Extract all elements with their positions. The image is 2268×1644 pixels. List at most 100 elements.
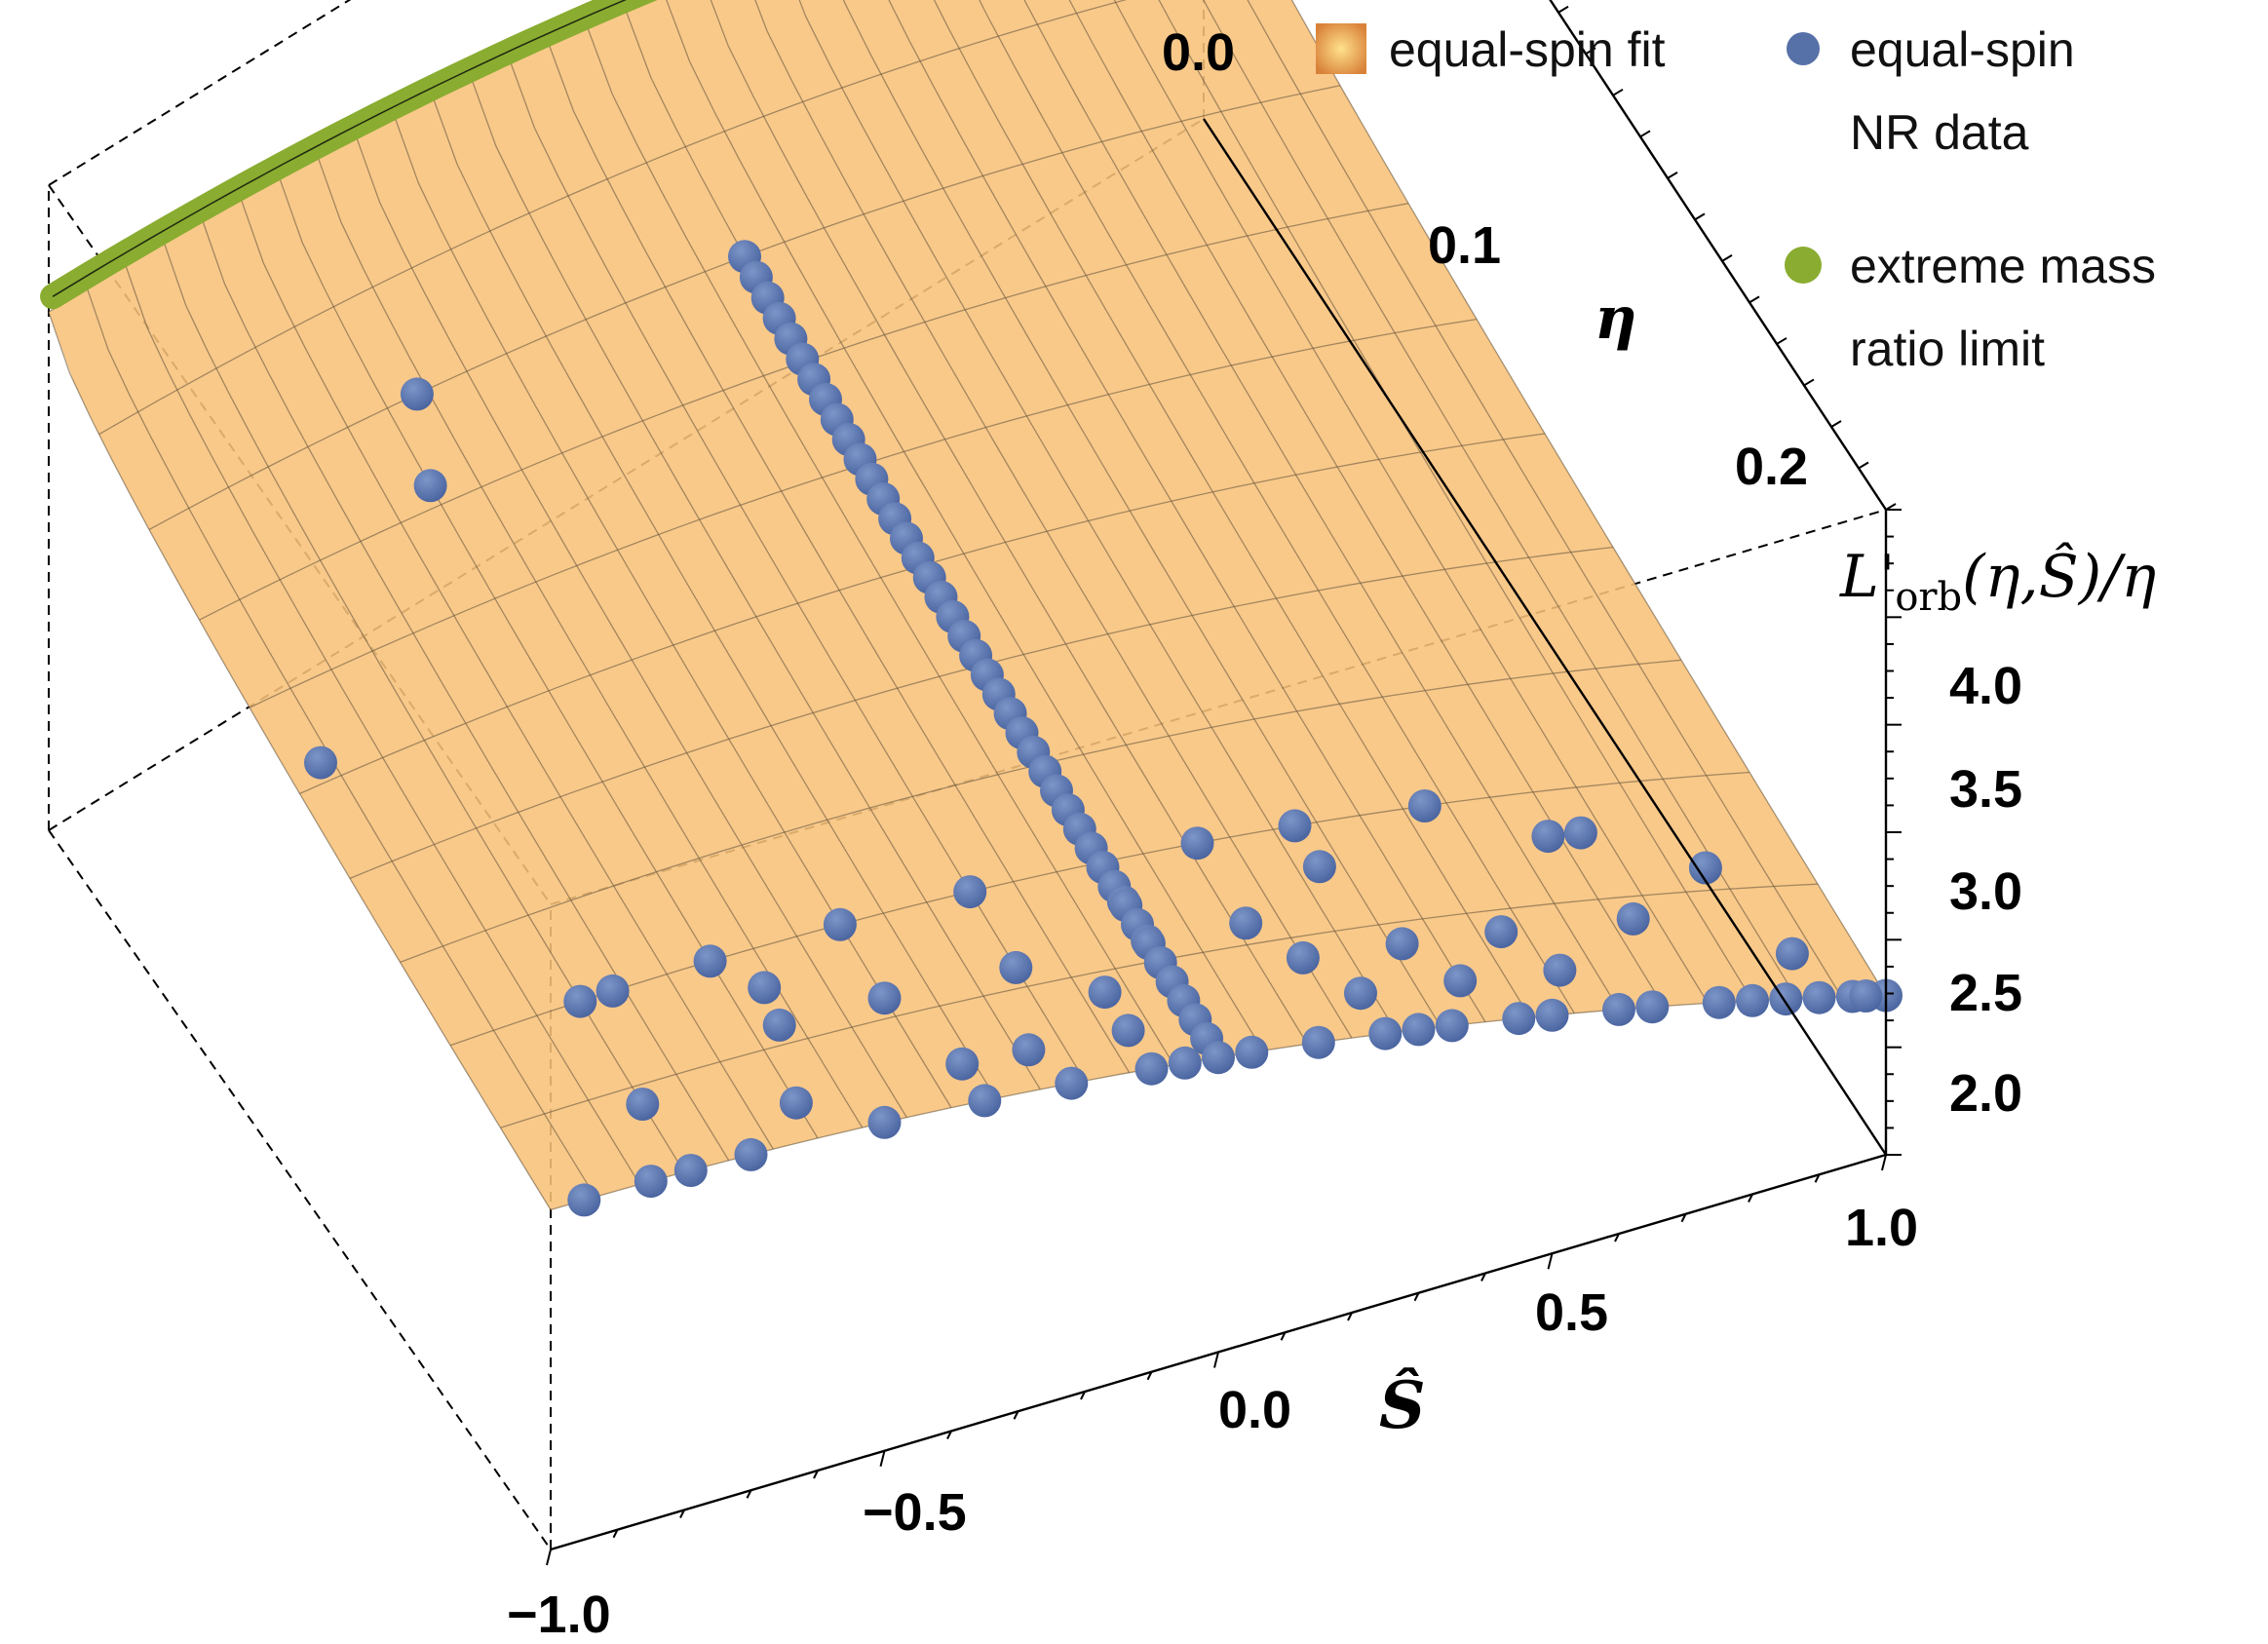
z-tick-label: 3.0 xyxy=(1949,862,2022,921)
data-point xyxy=(1168,1046,1202,1080)
z-tick-label: 4.0 xyxy=(1949,657,2022,715)
data-point xyxy=(304,746,337,780)
data-point xyxy=(693,944,727,978)
fit-surface xyxy=(49,0,1886,1210)
y-tick-labels: 0.0 0.1 0.2 xyxy=(1162,23,1808,496)
x-tick xyxy=(546,1548,552,1566)
data-point xyxy=(779,1086,813,1120)
data-point xyxy=(1543,953,1577,987)
data-point xyxy=(762,1008,796,1042)
y-tick xyxy=(1612,88,1624,96)
data-point xyxy=(1180,826,1214,860)
y-tick-label: 0.2 xyxy=(1735,438,1808,496)
data-point xyxy=(1229,906,1263,940)
y-tick xyxy=(1667,171,1678,179)
mesh-line-eta xyxy=(98,0,1128,436)
x-tick-label: −0.5 xyxy=(863,1483,967,1542)
x-tick-labels: −1.0 −0.5 0.0 0.5 1.0 xyxy=(507,1199,1918,1644)
data-point xyxy=(1385,927,1419,961)
legend-label-emr: extreme mass xyxy=(1850,239,2156,293)
data-point xyxy=(1302,850,1336,884)
x-tick xyxy=(1881,1154,1887,1171)
y-tick xyxy=(1639,130,1651,138)
data-point xyxy=(634,1165,668,1199)
y-tick xyxy=(1721,254,1733,262)
x-tick xyxy=(1280,1331,1287,1341)
axis-ticks xyxy=(546,5,1902,1566)
y-tick xyxy=(1858,461,1869,470)
x-tick xyxy=(879,1450,886,1467)
x-tick-label: −1.0 xyxy=(507,1586,611,1644)
box-edge-solid xyxy=(1549,0,1888,511)
data-point xyxy=(1301,1025,1335,1059)
x-tick xyxy=(1614,1233,1620,1243)
data-point xyxy=(400,377,434,411)
x-tick xyxy=(679,1510,685,1518)
x-tick xyxy=(612,1529,619,1539)
data-point xyxy=(953,875,987,909)
data-point xyxy=(1688,851,1722,885)
x-tick xyxy=(746,1489,752,1499)
box-edge-solid xyxy=(1202,118,1888,1156)
y-axis-label: η xyxy=(1595,285,1637,353)
data-point xyxy=(1535,998,1569,1032)
data-point xyxy=(1443,964,1478,998)
data-point xyxy=(1484,915,1518,949)
legend-swatch-nr xyxy=(1787,32,1820,65)
y-tick xyxy=(1557,5,1569,14)
data-point xyxy=(1286,940,1320,975)
data-point xyxy=(999,950,1033,984)
data-point xyxy=(1202,1041,1235,1075)
data-point xyxy=(1849,979,1883,1013)
y-tick-label: 0.0 xyxy=(1162,23,1235,82)
data-point xyxy=(673,1154,708,1187)
x-axis-label: Ŝ xyxy=(1379,1367,1426,1443)
data-point xyxy=(1088,975,1122,1010)
emr-center-line xyxy=(52,0,627,297)
data-point xyxy=(1402,1013,1436,1047)
data-point xyxy=(1531,820,1565,854)
x-tick-label: 0.5 xyxy=(1535,1283,1608,1342)
data-point xyxy=(968,1084,1002,1118)
x-tick-label: 1.0 xyxy=(1845,1199,1918,1257)
box-edge xyxy=(48,829,552,1550)
x-tick xyxy=(1748,1194,1753,1203)
data-point xyxy=(563,984,597,1018)
data-point xyxy=(1563,816,1597,850)
z-tick-labels: 4.0 3.5 3.0 2.5 2.0 xyxy=(1949,657,2022,1123)
data-point xyxy=(1635,990,1670,1024)
z-axis-label: L'orb(η,Ŝ)/η xyxy=(1839,541,2156,620)
x-tick xyxy=(1413,1292,1420,1302)
data-point xyxy=(1012,1033,1046,1067)
data-point xyxy=(626,1088,660,1121)
legend-label-nr: equal-spin xyxy=(1850,22,2075,77)
legend-label-fit: equal-spin fit xyxy=(1389,22,1666,77)
emr-curve xyxy=(40,0,658,310)
data-point xyxy=(596,974,630,1008)
data-point xyxy=(567,1183,601,1217)
y-tick xyxy=(1749,295,1760,304)
x-tick xyxy=(1013,1410,1019,1420)
x-tick xyxy=(1480,1273,1486,1281)
legend-swatch-emr xyxy=(1785,247,1822,284)
surface-mesh xyxy=(48,0,1887,1211)
data-point xyxy=(1502,1002,1536,1036)
data-point xyxy=(1134,1051,1169,1086)
y-tick xyxy=(1585,47,1596,56)
data-point xyxy=(1368,1016,1403,1051)
data-point xyxy=(748,971,782,1005)
data-point xyxy=(1055,1066,1089,1100)
data-point xyxy=(1407,789,1442,822)
x-tick-label: 0.0 xyxy=(1218,1381,1291,1439)
x-tick xyxy=(813,1470,819,1479)
data-point xyxy=(413,469,447,503)
data-point xyxy=(1736,983,1769,1017)
data-point xyxy=(1802,980,1836,1014)
legend-swatch-fit xyxy=(1316,23,1366,74)
x-tick xyxy=(1146,1371,1153,1381)
surface-patch xyxy=(49,0,1886,1210)
z-tick-label: 3.5 xyxy=(1949,760,2022,819)
legend-label-nr-2: NR data xyxy=(1850,105,2029,160)
y-tick xyxy=(1776,337,1787,345)
